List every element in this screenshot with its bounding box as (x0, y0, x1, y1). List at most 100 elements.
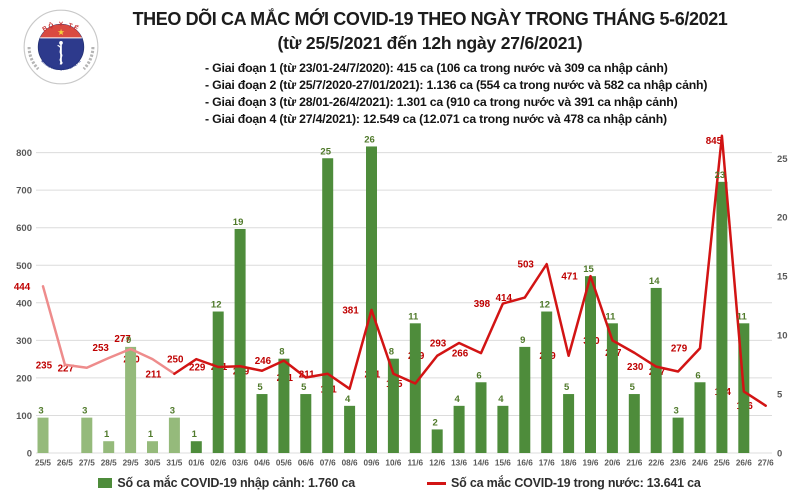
svg-text:04/6: 04/6 (254, 459, 270, 468)
svg-text:07/6: 07/6 (320, 459, 336, 468)
svg-text:800: 800 (16, 148, 32, 159)
svg-text:06/6: 06/6 (298, 459, 314, 468)
logo-star: ★ (57, 27, 64, 37)
svg-text:11/6: 11/6 (408, 459, 424, 468)
bars-imported (37, 146, 750, 453)
svg-text:500: 500 (16, 261, 32, 272)
svg-text:1: 1 (104, 429, 110, 440)
svg-text:5: 5 (777, 390, 783, 401)
svg-text:1: 1 (192, 429, 198, 440)
svg-text:21/6: 21/6 (626, 459, 642, 468)
svg-text:211: 211 (299, 369, 315, 380)
bar-labels: 3 319131121958525426811246491251511514362… (38, 134, 747, 440)
svg-text:4: 4 (345, 394, 351, 405)
svg-text:9: 9 (520, 335, 525, 346)
page-subtitle: (từ 25/5/2021 đến 12h ngày 27/6/2021) (277, 33, 583, 53)
svg-text:3: 3 (170, 406, 175, 417)
imported-series-swatch (98, 478, 113, 488)
svg-text:300: 300 (16, 336, 32, 347)
svg-text:10/6: 10/6 (385, 459, 401, 468)
svg-text:8: 8 (279, 347, 284, 358)
svg-text:11: 11 (737, 311, 748, 322)
svg-text:0: 0 (777, 449, 782, 460)
svg-text:26: 26 (364, 134, 375, 145)
svg-text:25/6: 25/6 (714, 459, 730, 468)
wave-notes: - Giai đoạn 1 (từ 23/01-24/7/2020): 415 … (205, 60, 799, 128)
legend-item-imported: Số ca mắc COVID-19 nhập cảnh: 1.760 ca (98, 476, 355, 490)
svg-text:19: 19 (233, 217, 244, 228)
logo-red-band (40, 24, 82, 38)
x-axis-labels: 25/5 26/5 27/5 28/5 29/5 30/5 31/5 01/6 02/6 03/6… (35, 459, 774, 468)
logo-laurel-right (82, 46, 95, 71)
header: THEO DÕI CA MẮC MỚI COVID-19 THEO NGÀY T… (110, 0, 750, 54)
svg-text:266: 266 (452, 349, 469, 360)
svg-text:5: 5 (257, 382, 263, 393)
svg-text:6: 6 (476, 370, 481, 381)
note-wave-1: - Giai đoạn 1 (từ 23/01-24/7/2020): 415 … (205, 61, 668, 75)
svg-text:293: 293 (430, 338, 447, 349)
svg-text:23: 23 (715, 170, 726, 181)
chart-legend: Số ca mắc COVID-19 nhập cảnh: 1.760 ca S… (0, 476, 799, 490)
domestic-series-swatch (427, 481, 446, 485)
svg-text:24/6: 24/6 (692, 459, 708, 468)
svg-text:471: 471 (561, 272, 578, 283)
svg-text:246: 246 (255, 356, 272, 367)
svg-text:211: 211 (145, 369, 161, 380)
svg-text:200: 200 (16, 373, 32, 384)
svg-text:11: 11 (408, 311, 419, 322)
svg-text:3: 3 (38, 406, 43, 417)
svg-text:845: 845 (706, 136, 723, 147)
svg-text:5: 5 (630, 382, 636, 393)
svg-text:12: 12 (211, 300, 222, 311)
svg-text:700: 700 (16, 186, 32, 197)
logo-snake (57, 44, 63, 65)
svg-text:15/6: 15/6 (495, 459, 511, 468)
svg-text:02/6: 02/6 (210, 459, 226, 468)
svg-text:17/6: 17/6 (539, 459, 555, 468)
svg-text:6: 6 (695, 370, 700, 381)
svg-text:20: 20 (777, 213, 788, 224)
svg-text:BỘ Y TẾ: BỘ Y TẾ (41, 20, 82, 33)
svg-text:400: 400 (16, 298, 32, 309)
svg-text:227: 227 (58, 363, 75, 374)
svg-text:15: 15 (583, 264, 594, 275)
svg-text:3: 3 (82, 406, 87, 417)
right-axis-labels: 0 5 10 15 20 25 (777, 154, 788, 460)
line-domestic (41, 134, 767, 407)
svg-text:15: 15 (777, 272, 788, 283)
svg-text:27/5: 27/5 (79, 459, 95, 468)
svg-text:01/6: 01/6 (188, 459, 204, 468)
svg-text:11: 11 (605, 311, 616, 322)
svg-text:05/6: 05/6 (276, 459, 292, 468)
svg-text:1: 1 (148, 429, 154, 440)
svg-text:13/6: 13/6 (451, 459, 467, 468)
svg-text:27/6: 27/6 (758, 459, 774, 468)
svg-text:25: 25 (777, 154, 788, 165)
legend-item-domestic: Số ca mắc COVID-19 trong nước: 13.641 ca (427, 476, 701, 490)
svg-text:600: 600 (16, 223, 32, 234)
svg-text:277: 277 (114, 334, 131, 345)
svg-text:10: 10 (777, 331, 788, 342)
page-title: THEO DÕI CA MẮC MỚI COVID-19 THEO NGÀY T… (132, 9, 728, 29)
svg-text:26/5: 26/5 (57, 459, 73, 468)
logo-laurel-left (27, 46, 40, 71)
svg-text:5: 5 (301, 382, 307, 393)
svg-text:08/6: 08/6 (342, 459, 358, 468)
svg-text:503: 503 (518, 260, 535, 271)
svg-text:235: 235 (36, 360, 53, 371)
svg-text:23/6: 23/6 (670, 459, 686, 468)
svg-text:28/5: 28/5 (101, 459, 117, 468)
svg-text:3: 3 (673, 406, 678, 417)
svg-text:26/6: 26/6 (736, 459, 752, 468)
svg-text:9: 9 (126, 335, 131, 346)
svg-text:230: 230 (627, 362, 644, 373)
svg-text:0: 0 (27, 449, 32, 460)
svg-text:250: 250 (167, 355, 184, 366)
svg-text:03/6: 03/6 (232, 459, 248, 468)
svg-text:09/6: 09/6 (364, 459, 380, 468)
svg-text:4: 4 (454, 394, 460, 405)
svg-text:8: 8 (389, 347, 394, 358)
covid-daily-chart: 0 100 200 300 400 500 600 700 800 0 5 10 15 20 25 444 23… (0, 130, 799, 470)
note-wave-3: - Giai đoạn 3 (từ 28/01-26/4/2021): 1.30… (205, 95, 678, 109)
